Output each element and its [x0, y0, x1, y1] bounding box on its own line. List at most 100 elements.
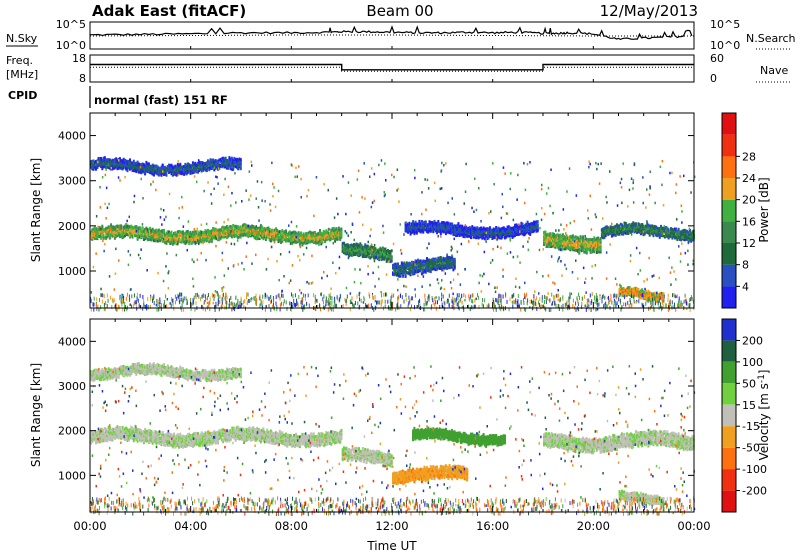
heatmap-cell: [283, 237, 286, 241]
heatmap-cell: [320, 242, 323, 246]
heatmap-cell: [258, 228, 261, 232]
heatmap-cell: [595, 237, 598, 241]
heatmap-cell: [511, 234, 514, 237]
heatmap-cell: [481, 228, 484, 232]
heatmap-cell: [451, 230, 454, 234]
heatmap-cell: [220, 235, 223, 239]
heatmap-cell: [439, 264, 442, 268]
heatmap-cell: [222, 233, 225, 237]
heatmap-cell: [493, 228, 496, 232]
heatmap-cell: [449, 222, 452, 226]
heatmap-cell: [213, 229, 216, 233]
heatmap-cell: [246, 229, 248, 233]
heatmap-cell: [195, 230, 198, 234]
heatmap-cell: [478, 232, 481, 236]
heatmap-cell: [176, 237, 179, 241]
heatmap-cell: [165, 240, 168, 243]
heatmap-cell: [149, 226, 152, 230]
heatmap-cell: [609, 225, 612, 229]
heatmap-cell: [301, 241, 304, 245]
heatmap-cell: [378, 248, 381, 252]
heatmap-cell: [354, 248, 357, 252]
heatmap-cell: [223, 228, 226, 232]
heatmap-cell: [419, 264, 422, 268]
heatmap-cell: [432, 259, 435, 263]
heatmap-cell: [115, 228, 118, 232]
heatmap-cell: [136, 226, 139, 230]
heatmap-cell: [558, 234, 561, 238]
heatmap-cell: [516, 232, 519, 236]
heatmap-cell: [544, 230, 547, 234]
heatmap-cell: [571, 248, 574, 251]
heatmap-cell: [429, 264, 432, 268]
heatmap-cell: [168, 233, 170, 237]
heatmap-cell: [429, 229, 432, 233]
heatmap-cell: [532, 229, 535, 233]
heatmap-cell: [168, 238, 170, 242]
heatmap-cell: [189, 236, 192, 240]
heatmap-cell: [370, 244, 373, 248]
heatmap-cell: [521, 231, 524, 235]
heatmap-cell: [423, 220, 426, 224]
heatmap-cell: [269, 234, 272, 238]
heatmap-cell: [418, 227, 421, 231]
heatmap-cell: [282, 230, 285, 234]
heatmap-cell: [371, 250, 374, 254]
heatmap-cell: [536, 220, 539, 224]
heatmap-cell: [574, 247, 577, 251]
heatmap-cell: [431, 262, 433, 266]
heatmap-cell: [169, 237, 172, 241]
heatmap-cell: [544, 233, 547, 237]
heatmap-cell: [397, 262, 399, 266]
heatmap-cell: [95, 232, 97, 236]
heatmap-cell: [229, 225, 232, 228]
heatmap-cell: [200, 238, 203, 242]
heatmap-cell: [517, 229, 520, 233]
heatmap-cell: [497, 233, 500, 237]
heatmap-cell: [350, 243, 353, 247]
heatmap-cell: [447, 225, 450, 229]
heatmap-cell: [569, 247, 572, 250]
heatmap-cell: [468, 226, 471, 230]
heatmap-cell: [277, 230, 280, 234]
heatmap-cell: [342, 251, 345, 255]
heatmap-cell: [170, 234, 173, 237]
heatmap-cell: [188, 242, 191, 245]
heatmap-cell: [574, 235, 577, 239]
heatmap-cell: [575, 235, 578, 239]
heatmap-cell: [253, 231, 256, 235]
heatmap-cell: [561, 239, 564, 243]
heatmap-cell: [244, 232, 247, 236]
heatmap-cell: [207, 236, 209, 240]
heatmap-cell: [444, 257, 447, 261]
heatmap-cell: [330, 228, 333, 232]
heatmap-cell: [511, 227, 514, 231]
heatmap-cell: [559, 233, 562, 237]
heatmap-cell: [482, 226, 485, 230]
noise-right-tick-bottom: 10^0: [710, 39, 740, 52]
heatmap-cell: [588, 244, 591, 248]
heatmap-cell: [273, 238, 276, 242]
heatmap-cell: [376, 251, 379, 255]
heatmap-cell: [390, 259, 393, 263]
heatmap-cell: [379, 254, 382, 258]
heatmap-cell: [603, 227, 606, 230]
heatmap-cell: [378, 252, 381, 256]
heatmap-cell: [256, 237, 259, 241]
heatmap-cell: [603, 230, 606, 233]
heatmap-cell: [120, 234, 123, 238]
heatmap-cell: [110, 223, 113, 227]
heatmap-cell: [420, 272, 423, 276]
heatmap-cell: [181, 239, 184, 243]
heatmap-cell: [361, 247, 364, 251]
heatmap-cell: [170, 240, 173, 244]
heatmap-cell: [556, 242, 559, 246]
heatmap-cell: [521, 222, 524, 226]
heatmap-cell: [571, 245, 574, 249]
heatmap-cell: [91, 228, 94, 232]
heatmap-cell: [254, 236, 257, 240]
heatmap-cell: [376, 249, 379, 253]
heatmap-cell: [344, 251, 347, 255]
heatmap-cell: [393, 265, 396, 268]
heatmap-cell: [436, 222, 438, 226]
